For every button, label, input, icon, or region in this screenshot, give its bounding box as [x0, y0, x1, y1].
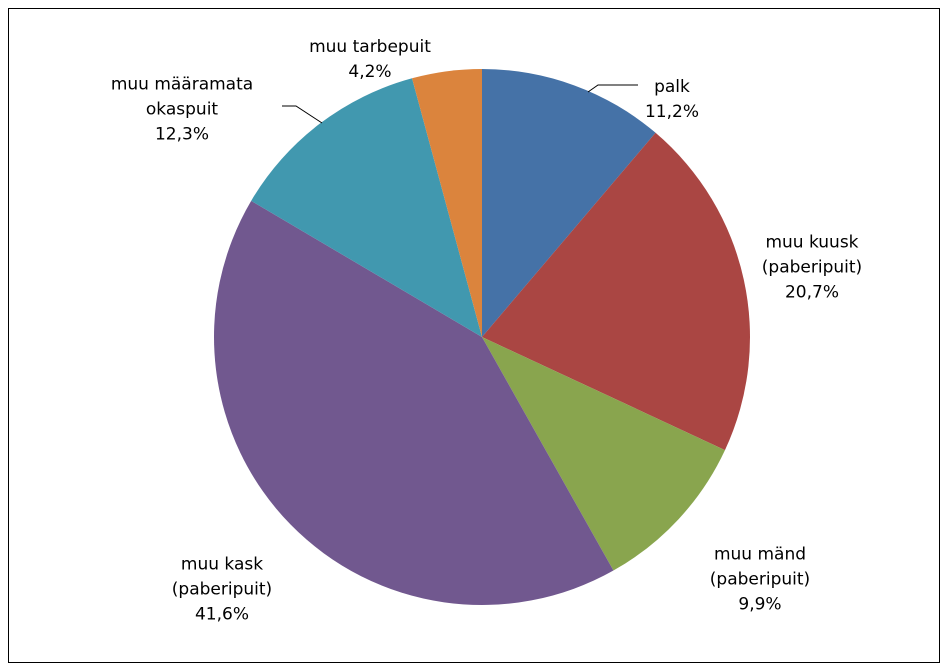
slice-label: muu tarbepuit 4,2% — [309, 35, 431, 85]
pie-slice — [482, 132, 750, 451]
pie — [214, 69, 750, 606]
category-label: muu määramata okaspuit — [110, 74, 254, 120]
value-label: 4,2% — [348, 62, 392, 82]
slice-label: muu mänd (paberipuit) 9,9% — [710, 543, 810, 618]
category-label: muu kuusk (paberipuit) — [761, 232, 863, 278]
value-label: 12,3% — [154, 124, 209, 145]
pie-slice — [482, 337, 725, 571]
slice-label: palk 11,2% — [645, 75, 699, 125]
category-label: muu mänd (paberipuit) — [709, 544, 811, 590]
slice-label: muu kask (paberipuit) 41,6% — [172, 553, 272, 628]
category-label: muu tarbepuit — [309, 37, 431, 57]
value-label: 20,7% — [784, 282, 840, 303]
leader-line — [282, 105, 323, 124]
leader-line — [587, 84, 638, 93]
value-label: 11,2% — [644, 102, 700, 122]
pie-slice — [214, 200, 614, 606]
pie-slice — [482, 69, 656, 337]
category-label: muu kask (paberipuit) — [171, 554, 273, 600]
category-label: palk — [654, 77, 690, 97]
slice-label: muu kuusk (paberipuit) 20,7% — [762, 231, 862, 306]
slice-label: muu määramata okaspuit 12,3% — [111, 73, 253, 148]
pie-slice — [412, 69, 482, 337]
value-label: 9,9% — [738, 594, 782, 615]
value-label: 41,6% — [194, 604, 250, 625]
pie-slice — [251, 78, 482, 337]
